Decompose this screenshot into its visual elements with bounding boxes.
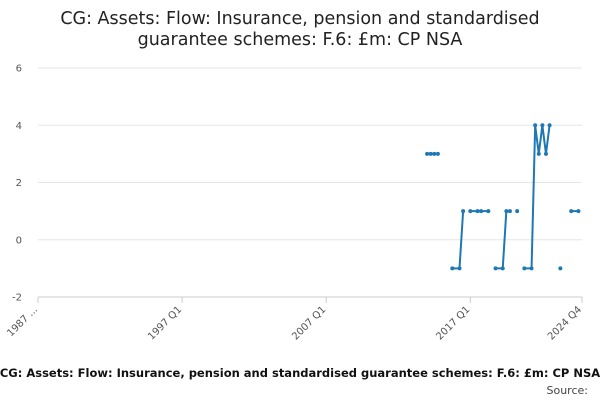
x-tick-label: 2017 Q1 [434, 304, 472, 342]
data-point [461, 209, 466, 214]
series-line-segment [523, 124, 551, 270]
x-tick-label: 2024 Q4 [546, 304, 584, 342]
y-tick-label: 2 [16, 178, 22, 189]
data-point [543, 151, 548, 156]
plot-area [425, 123, 581, 271]
data-point [457, 266, 462, 271]
gridlines [38, 67, 582, 298]
y-axis-ticks: -2 0 2 4 6 [12, 64, 22, 304]
data-point [558, 266, 563, 271]
x-axis: 1987 ... 1997 Q1 2007 Q1 2017 Q1 2024 Q4 [5, 296, 584, 342]
data-point [536, 151, 541, 156]
x-tick-label: 1987 ... [5, 304, 40, 339]
data-point [529, 266, 534, 271]
data-point [540, 123, 545, 128]
data-point [547, 123, 552, 128]
data-point [428, 151, 433, 156]
y-tick-label: 6 [16, 64, 22, 75]
chart-title-line-2: guarantee schemes: F.6: £m: CP NSA [138, 30, 463, 50]
x-tick-label: 1997 Q1 [146, 304, 184, 342]
data-point [533, 123, 538, 128]
data-point [486, 209, 491, 214]
data-point [479, 209, 484, 214]
data-point [425, 151, 430, 156]
data-point [493, 266, 498, 271]
data-point [450, 266, 455, 271]
source-label: Source: [547, 384, 589, 397]
data-point [569, 209, 574, 214]
data-point [435, 151, 440, 156]
y-tick-label: 0 [16, 235, 22, 246]
x-tick-label: 2007 Q1 [290, 304, 328, 342]
chart-title-line-1: CG: Assets: Flow: Insurance, pension and… [60, 9, 539, 29]
y-tick-label: 4 [16, 121, 22, 132]
data-point [515, 209, 520, 214]
data-point [576, 209, 581, 214]
data-point [500, 266, 505, 271]
data-point [504, 209, 509, 214]
data-point [468, 209, 473, 214]
data-point [507, 209, 512, 214]
y-tick-label: -2 [12, 293, 22, 304]
data-point [522, 266, 527, 271]
data-point [432, 151, 437, 156]
data-point [475, 209, 480, 214]
chart-footer-title: CG: Assets: Flow: Insurance, pension and… [0, 366, 600, 380]
